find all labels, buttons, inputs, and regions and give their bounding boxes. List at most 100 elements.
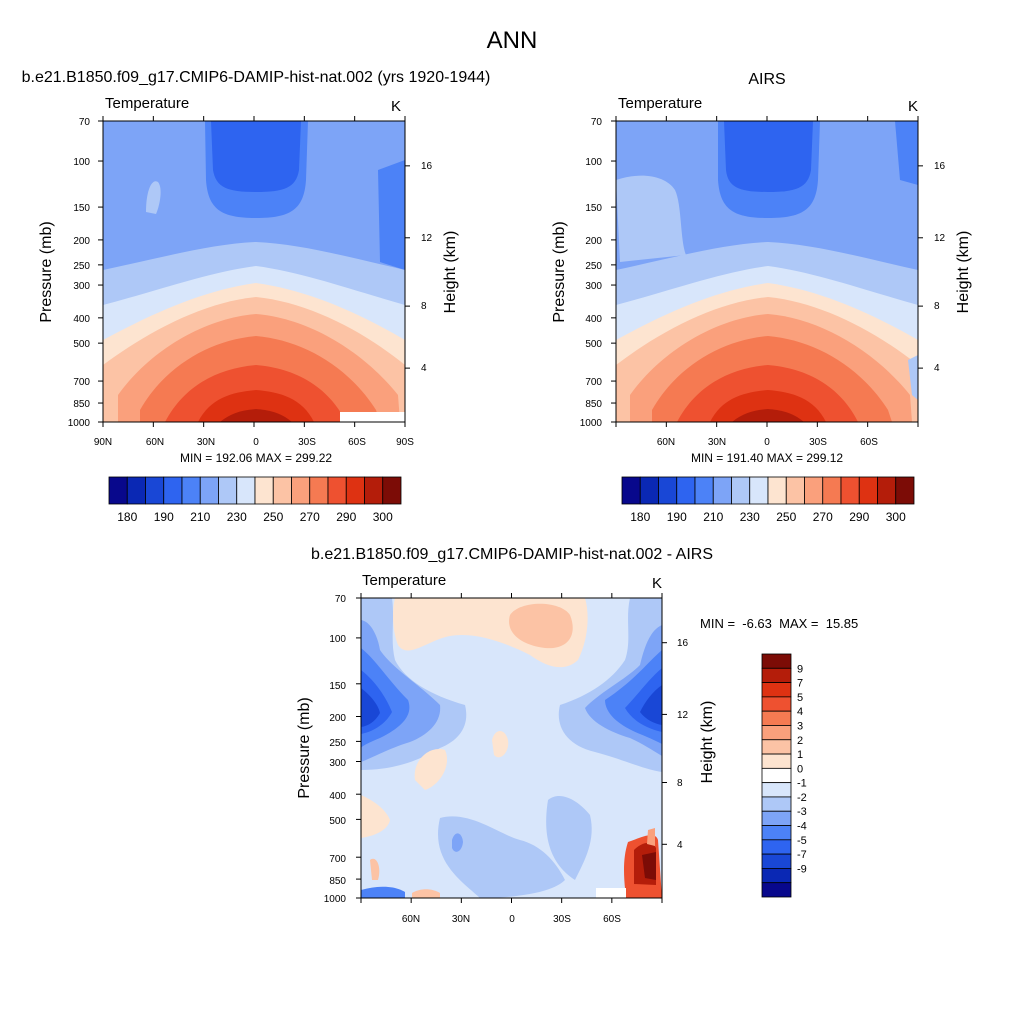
colorbar-swatch — [761, 839, 792, 855]
y-tick: 400 — [585, 314, 602, 325]
y-tick: 200 — [329, 713, 346, 724]
panel-model-right-label: K — [391, 98, 401, 115]
colorbar-swatch — [694, 476, 714, 505]
colorbar-swatch — [761, 868, 792, 884]
panel-model-colorbar: 180 190 210 230 250 270 290 300 — [108, 476, 402, 524]
y-tick: 100 — [73, 157, 90, 168]
y-tick: 400 — [73, 314, 90, 325]
colorbar-label: 290 — [849, 510, 869, 524]
y-tick-right: 16 — [677, 638, 689, 649]
x-tick: 30S — [553, 914, 571, 925]
panel-model-x-ticks: 90N 60N 30N 0 30S 60S 90S — [94, 437, 414, 448]
panel-obs: AIRS Temperature K 70 100 150 200 250 — [551, 71, 972, 524]
panel-diff-ylabel: Pressure (mb) — [296, 697, 313, 798]
colorbar-label: -2 — [797, 792, 807, 804]
panel-diff-left-label: Temperature — [362, 572, 446, 589]
y-tick-right: 12 — [421, 233, 433, 244]
colorbar-swatch — [761, 882, 792, 898]
panel-obs-ylabel: Pressure (mb) — [551, 221, 568, 322]
panel-2-tick-marks — [356, 593, 667, 903]
x-tick: 60S — [603, 914, 621, 925]
colorbar-swatch — [272, 476, 292, 505]
y-tick: 300 — [329, 758, 346, 769]
colorbar-swatch — [761, 653, 792, 669]
panel-obs-stats: MIN = 191.40 MAX = 299.12 — [691, 451, 843, 465]
colorbar-swatch — [749, 476, 769, 505]
y-tick: 1000 — [580, 418, 603, 429]
y-tick: 70 — [335, 594, 347, 605]
colorbar-label: 180 — [117, 510, 137, 524]
colorbar-label: 1 — [797, 749, 803, 761]
y-tick: 150 — [73, 203, 90, 214]
colorbar-swatch — [108, 476, 128, 505]
colorbar-label: -7 — [797, 849, 807, 861]
x-tick: 0 — [253, 437, 259, 448]
panel-obs-x-ticks: 60N 30N 0 30S 60S — [657, 437, 878, 448]
colorbar-label: 230 — [227, 510, 247, 524]
colorbar-swatch — [364, 476, 384, 505]
colorbar-swatch — [761, 796, 792, 812]
colorbar-label: 300 — [373, 510, 393, 524]
colorbar-label: 9 — [797, 663, 803, 675]
x-tick: 90N — [94, 437, 112, 448]
colorbar-swatch — [382, 476, 402, 505]
colorbar-label: 190 — [667, 510, 687, 524]
y-tick: 200 — [73, 236, 90, 247]
panel-model-plot-area — [103, 121, 405, 422]
colorbar-swatch — [712, 476, 732, 505]
colorbar-label: -3 — [797, 806, 807, 818]
colorbar-swatch — [621, 476, 641, 505]
panel-obs-plot-area — [616, 121, 918, 422]
panel-model-left-label: Temperature — [105, 95, 189, 112]
colorbar-swatch — [327, 476, 347, 505]
colorbar-label: 250 — [776, 510, 796, 524]
panel-obs-colorbar: 180 190 210 230 250 270 290 300 — [621, 476, 915, 524]
main-title: ANN — [487, 27, 538, 54]
colorbar-swatch — [291, 476, 311, 505]
x-tick: 60S — [348, 437, 366, 448]
y-tick: 700 — [585, 377, 602, 388]
panel-diff: b.e21.B1850.f09_g17.CMIP6-DAMIP-hist-nat… — [296, 546, 858, 925]
colorbar-swatch — [761, 767, 792, 784]
panel-obs-right-label: K — [908, 98, 918, 115]
colorbar-swatch — [877, 476, 897, 505]
y-tick: 100 — [585, 157, 602, 168]
panel-model-y-ticks: 70 100 150 200 250 300 400 500 700 850 1… — [68, 117, 91, 429]
colorbar-label: 290 — [336, 510, 356, 524]
panel-diff-y-ticks-right: 16 12 8 4 — [677, 638, 689, 851]
y-tick: 1000 — [324, 894, 347, 905]
y-tick: 300 — [585, 281, 602, 292]
y-tick-right: 16 — [934, 161, 946, 172]
colorbar-swatch — [761, 810, 792, 826]
y-tick-right: 4 — [934, 363, 940, 374]
y-tick: 70 — [591, 117, 603, 128]
colorbar-label: 2 — [797, 735, 803, 747]
y-tick: 850 — [585, 399, 602, 410]
colorbar-swatch — [761, 782, 792, 798]
y-tick: 500 — [585, 339, 602, 350]
colorbar-swatch — [254, 476, 274, 505]
panel-obs-y-ticks: 70 100 150 200 250 300 400 500 700 850 1… — [580, 117, 603, 429]
colorbar-swatch — [761, 753, 792, 769]
x-tick: 60S — [860, 437, 878, 448]
panel-model-ylabel-right: Height (km) — [442, 231, 459, 314]
colorbar-swatch — [761, 682, 792, 698]
panel-model-title: b.e21.B1850.f09_g17.CMIP6-DAMIP-hist-nat… — [22, 69, 491, 86]
y-tick: 850 — [73, 399, 90, 410]
colorbar-label: -5 — [797, 835, 807, 847]
colorbar-label: 250 — [263, 510, 283, 524]
colorbar-swatch — [218, 476, 238, 505]
panel-0-tick-marks — [98, 116, 410, 427]
x-tick: 30N — [452, 914, 470, 925]
panel-model: b.e21.B1850.f09_g17.CMIP6-DAMIP-hist-nat… — [22, 69, 491, 524]
y-tick: 850 — [329, 876, 346, 887]
y-tick: 100 — [329, 634, 346, 645]
colorbar-label: 190 — [154, 510, 174, 524]
panel-diff-right-label: K — [652, 575, 662, 592]
panel-diff-plot-area — [361, 598, 662, 898]
panel-model-ylabel: Pressure (mb) — [38, 221, 55, 322]
y-tick: 500 — [329, 816, 346, 827]
colorbar-label: 270 — [300, 510, 320, 524]
colorbar-label: -4 — [797, 821, 807, 833]
